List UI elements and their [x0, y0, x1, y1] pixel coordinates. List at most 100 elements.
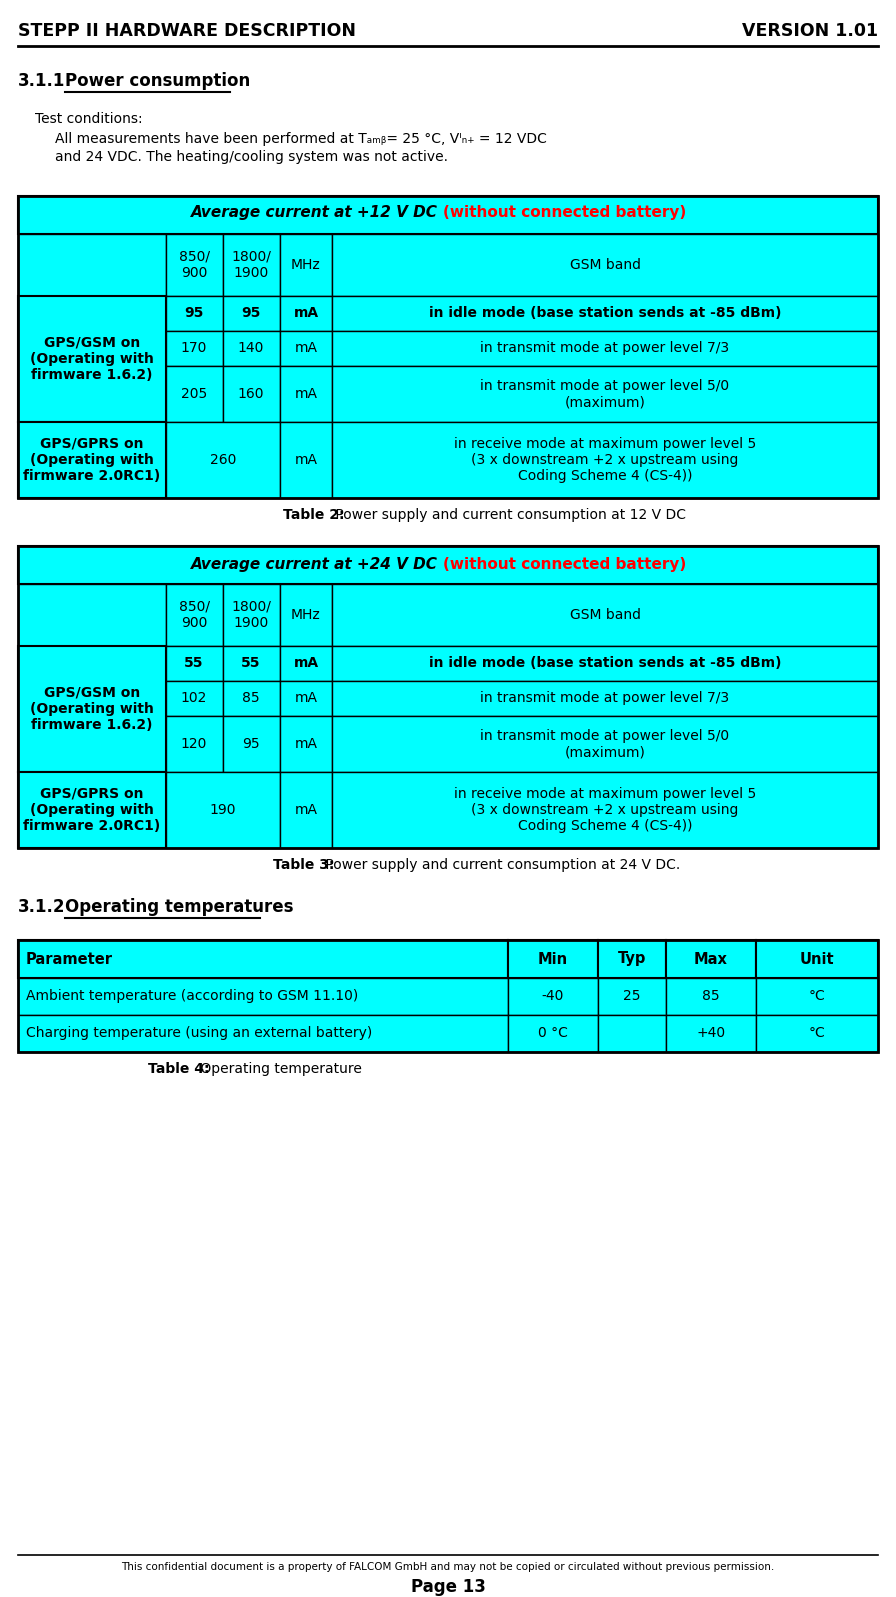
Text: in idle mode (base station sends at -85 dBm): in idle mode (base station sends at -85 …	[429, 656, 781, 671]
Text: All measurements have been performed at Tₐₘᵦ= 25 °C, Vᴵₙ₊ = 12 VDC: All measurements have been performed at …	[55, 133, 547, 145]
Bar	[332, 715, 878, 771]
Bar	[598, 1016, 666, 1052]
Bar	[280, 331, 332, 366]
Bar	[18, 1016, 508, 1052]
Bar	[280, 647, 332, 680]
Bar	[598, 941, 666, 977]
Text: 160: 160	[237, 386, 264, 401]
Text: mA: mA	[293, 656, 319, 671]
Bar	[166, 715, 223, 771]
Bar	[18, 196, 878, 235]
Text: mA: mA	[295, 736, 317, 751]
Text: (without connected battery): (without connected battery)	[443, 206, 686, 220]
Text: Test conditions:: Test conditions:	[35, 112, 142, 126]
Text: 1800/
1900: 1800/ 1900	[231, 249, 271, 279]
Bar	[223, 585, 280, 647]
Text: in receive mode at maximum power level 5
(3 x downstream +2 x upstream using
Cod: in receive mode at maximum power level 5…	[454, 787, 756, 834]
Bar	[223, 331, 280, 366]
Bar	[18, 422, 166, 498]
Text: 170: 170	[181, 342, 207, 355]
Text: 3.1.1: 3.1.1	[18, 72, 65, 89]
Text: mA: mA	[295, 454, 317, 466]
Bar	[18, 235, 166, 295]
Bar	[280, 366, 332, 422]
Bar	[280, 235, 332, 295]
Bar	[598, 977, 666, 1016]
Text: MHz: MHz	[291, 259, 321, 271]
Text: +40: +40	[696, 1025, 726, 1040]
Bar	[166, 295, 223, 331]
Text: Table 3:: Table 3:	[273, 858, 334, 872]
Text: Page 13: Page 13	[410, 1578, 486, 1595]
Bar	[332, 295, 878, 331]
Bar	[18, 546, 878, 848]
Text: 260: 260	[210, 454, 237, 466]
Bar	[166, 585, 223, 647]
Text: 140: 140	[237, 342, 264, 355]
Bar	[666, 977, 756, 1016]
Bar	[166, 366, 223, 422]
Text: 95: 95	[241, 307, 261, 319]
Text: mA: mA	[293, 307, 319, 319]
Bar	[280, 585, 332, 647]
Text: °C: °C	[808, 989, 825, 1003]
Text: 190: 190	[210, 803, 237, 818]
Bar	[166, 771, 280, 848]
Bar	[332, 366, 878, 422]
Text: 3.1.2: 3.1.2	[18, 898, 65, 917]
Bar	[18, 941, 508, 977]
Text: and 24 VDC. The heating/cooling system was not active.: and 24 VDC. The heating/cooling system w…	[55, 150, 448, 164]
Bar	[332, 331, 878, 366]
Bar	[280, 771, 332, 848]
Bar	[166, 331, 223, 366]
Bar	[280, 235, 332, 295]
Bar	[508, 1016, 598, 1052]
Text: 95: 95	[185, 307, 203, 319]
Text: in receive mode at maximum power level 5
(3 x downstream +2 x upstream using
Cod: in receive mode at maximum power level 5…	[454, 438, 756, 484]
Text: 850/
900: 850/ 900	[178, 249, 210, 279]
Bar	[18, 771, 166, 848]
Bar	[666, 941, 756, 977]
Bar	[332, 422, 878, 498]
Bar	[223, 235, 280, 295]
Bar	[280, 422, 332, 498]
Bar	[280, 680, 332, 715]
Bar	[18, 235, 166, 295]
Bar	[332, 647, 878, 680]
Text: Charging temperature (using an external battery): Charging temperature (using an external …	[26, 1025, 372, 1040]
Bar	[18, 941, 878, 1052]
Text: Table 4:: Table 4:	[148, 1062, 210, 1076]
Text: (without connected battery): (without connected battery)	[443, 557, 686, 572]
Bar	[18, 546, 878, 585]
Text: mA: mA	[295, 692, 317, 704]
Bar	[508, 941, 598, 977]
Bar	[280, 295, 332, 331]
Bar	[166, 647, 223, 680]
Text: 85: 85	[702, 989, 719, 1003]
Text: in idle mode (base station sends at -85 dBm): in idle mode (base station sends at -85 …	[429, 307, 781, 319]
Text: Power consumption: Power consumption	[65, 72, 250, 89]
Bar	[332, 585, 878, 647]
Text: Power supply and current consumption at 24 V DC.: Power supply and current consumption at …	[321, 858, 680, 872]
Bar	[166, 422, 280, 498]
Bar	[18, 647, 166, 771]
Text: GSM band: GSM band	[570, 259, 641, 271]
Text: GPS/GSM on
(Operating with
firmware 1.6.2): GPS/GSM on (Operating with firmware 1.6.…	[30, 685, 154, 731]
Text: mA: mA	[295, 342, 317, 355]
Bar	[508, 977, 598, 1016]
Bar	[223, 235, 280, 295]
Text: Parameter: Parameter	[26, 952, 113, 966]
Text: mA: mA	[295, 386, 317, 401]
Text: 1800/
1900: 1800/ 1900	[231, 600, 271, 631]
Bar	[332, 235, 878, 295]
Bar	[756, 941, 878, 977]
Text: STEPP II HARDWARE DESCRIPTION: STEPP II HARDWARE DESCRIPTION	[18, 22, 356, 40]
Text: 85: 85	[242, 692, 260, 704]
Bar	[166, 235, 223, 295]
Text: 0 °C: 0 °C	[538, 1025, 568, 1040]
Text: 850/
900: 850/ 900	[178, 600, 210, 631]
Text: 102: 102	[181, 692, 207, 704]
Text: Max: Max	[694, 952, 728, 966]
Bar	[756, 1016, 878, 1052]
Text: Unit: Unit	[800, 952, 834, 966]
